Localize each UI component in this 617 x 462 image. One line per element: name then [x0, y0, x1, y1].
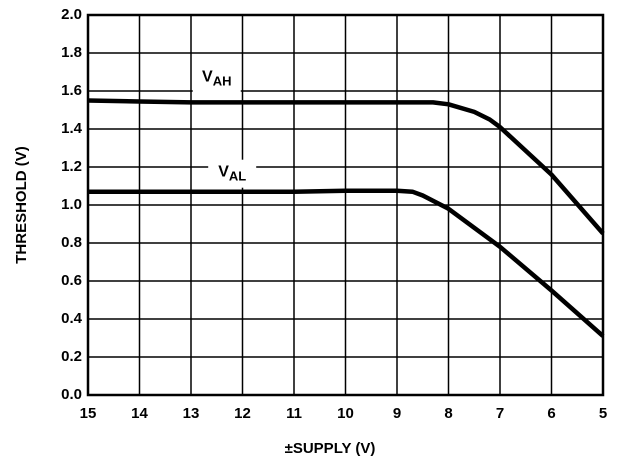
y-tick-label: 1.8: [61, 44, 82, 61]
y-tick-label: 1.2: [61, 158, 82, 175]
plot-frame: [86, 13, 605, 397]
y-tick-label: 1.4: [61, 120, 83, 137]
x-tick-label: 8: [444, 405, 452, 422]
y-tick-label: 0.6: [61, 272, 82, 289]
data-line: [87, 98, 605, 235]
x-tick-label: 7: [496, 405, 504, 422]
x-tick-label: 5: [599, 405, 607, 422]
x-tick-label: 11: [286, 405, 302, 422]
y-tick-label: 1.6: [61, 82, 82, 99]
x-tick-label: 10: [337, 405, 354, 422]
x-tick-label: 12: [234, 405, 251, 422]
x-tick-label: 15: [80, 405, 97, 422]
y-axis-label: THRESHOLD (V): [13, 146, 30, 264]
y-tick-label: 0.8: [61, 234, 82, 251]
x-tick-label: 6: [547, 405, 555, 422]
y-tick-label: 0.2: [61, 348, 82, 365]
x-tick-label: 13: [183, 405, 200, 422]
y-tick-label: 1.0: [61, 196, 82, 213]
y-tick-label: 0.4: [61, 310, 83, 327]
series-label: VAH: [202, 69, 231, 89]
x-tick-label: 14: [131, 405, 148, 422]
data-line: [88, 188, 605, 338]
label-bg: [208, 159, 257, 188]
x-tick-label: 9: [393, 405, 401, 422]
x-axis-label: ±SUPPLY (V): [285, 440, 376, 457]
y-tick-label: 2.0: [61, 6, 82, 23]
y-tick-label: 0.0: [61, 386, 82, 403]
label-bg: [192, 64, 241, 93]
series-label: VAL: [218, 164, 246, 184]
